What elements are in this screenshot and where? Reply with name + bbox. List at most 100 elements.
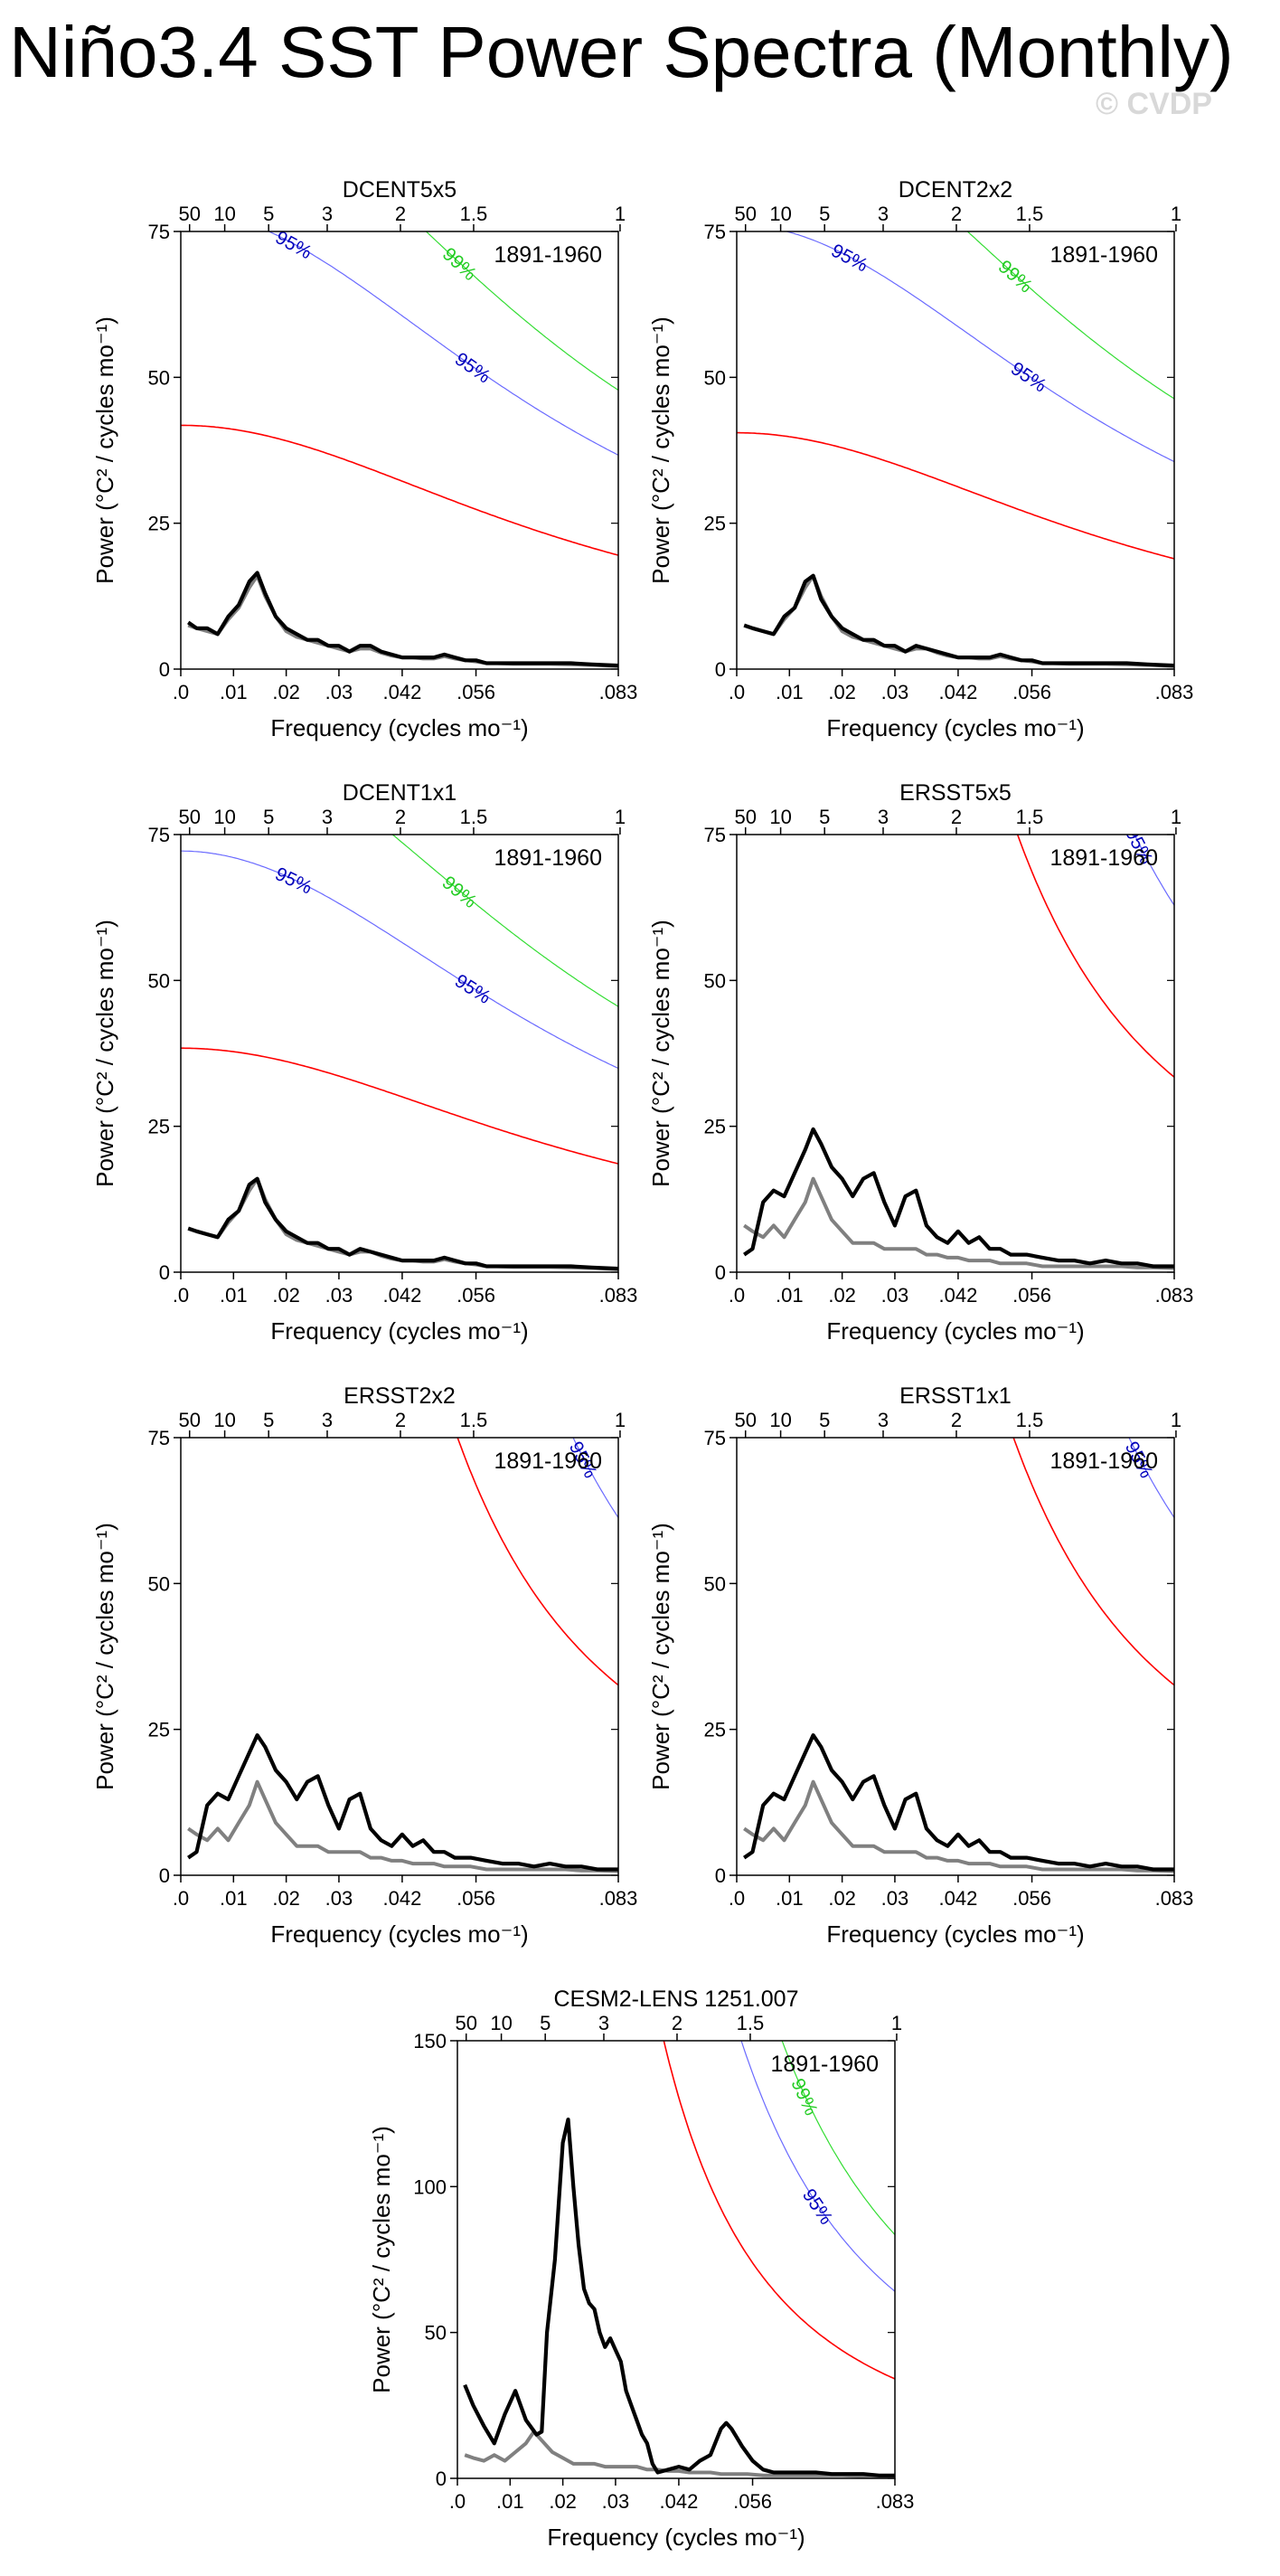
label-95-percent: 95% xyxy=(798,2185,837,2229)
top-tick-label: 50 xyxy=(455,2012,476,2034)
x-axis-label: Frequency (cycles mo⁻¹) xyxy=(270,1920,528,1948)
top-tick-label: 50 xyxy=(178,203,200,225)
label-95-percent: 95% xyxy=(272,227,315,263)
top-tick-label: 50 xyxy=(178,1409,200,1431)
top-tick-label: 1 xyxy=(891,2012,902,2034)
y-tick-label: 0 xyxy=(715,658,726,681)
label-99-percent: 99% xyxy=(1109,1278,1142,1320)
x-tick-label: .02 xyxy=(272,681,300,703)
y-tick-label: 0 xyxy=(715,1864,726,1887)
top-tick-label: 10 xyxy=(490,2012,512,2034)
top-tick-label: 2 xyxy=(395,806,406,828)
top-tick-label: 10 xyxy=(213,1409,235,1431)
y-tick-label: 100 xyxy=(413,2175,447,2198)
y-axis-label: Power (°C² / cycles mo⁻¹) xyxy=(647,316,674,584)
x-tick-label: .056 xyxy=(456,681,495,703)
top-tick-label: 50 xyxy=(734,203,756,225)
red-noise-line xyxy=(1016,835,1174,1078)
red-noise-line xyxy=(181,1047,618,1165)
y-tick-label: 150 xyxy=(413,2030,447,2052)
y-tick-label: 50 xyxy=(425,2322,447,2345)
label-99-percent: 99% xyxy=(994,256,1037,297)
x-tick-label: .02 xyxy=(828,681,856,703)
top-tick-label: 1 xyxy=(1171,203,1181,225)
top-tick-label: 2 xyxy=(395,203,406,225)
y-axis-label: Power (°C² / cycles mo⁻¹) xyxy=(91,920,118,1187)
top-tick-label: 1.5 xyxy=(460,806,488,828)
plot-area: 99% 95% 99% 95% xyxy=(181,227,618,668)
spectrum-line xyxy=(187,1732,618,1872)
label-95-percent: 95% xyxy=(1007,358,1050,397)
significance-99-line xyxy=(737,0,1174,794)
x-tick-label: .01 xyxy=(776,1284,804,1307)
x-axis-label: Frequency (cycles mo⁻¹) xyxy=(547,2524,805,2551)
y-tick-label: 50 xyxy=(704,366,726,389)
x-tick-label: .0 xyxy=(173,1284,189,1307)
plot-frame xyxy=(180,834,619,1273)
label-99-percent: 99% xyxy=(553,1278,586,1320)
x-tick-label: .056 xyxy=(1012,681,1051,703)
x-tick-label: .083 xyxy=(1155,1284,1194,1307)
period-label: 1891-1960 xyxy=(494,1448,602,1474)
top-tick-label: 1.5 xyxy=(1016,203,1044,225)
plot-frame xyxy=(180,231,619,670)
plot-frame xyxy=(736,1437,1175,1876)
period-label: 1891-1960 xyxy=(1049,242,1158,268)
top-tick-label: 3 xyxy=(878,806,889,828)
label-99-percent: 99% xyxy=(438,244,480,285)
x-tick-label: .03 xyxy=(881,1887,909,1910)
x-tick-label: .0 xyxy=(729,1887,745,1910)
x-tick-label: .01 xyxy=(220,1887,248,1910)
x-tick-label: .02 xyxy=(272,1887,300,1910)
x-tick-label: .042 xyxy=(383,1284,422,1307)
plot-area: 99%95%99%95%99%95%99%95% xyxy=(743,1278,1174,1873)
x-axis-label: Frequency (cycles mo⁻¹) xyxy=(270,714,528,741)
x-tick-label: .042 xyxy=(939,681,978,703)
panel-5: 99%95%99%95%99%95%99%95%0255075.0.01.02.… xyxy=(91,344,637,1948)
top-tick-label: 50 xyxy=(178,806,200,828)
panel-title: DCENT5x5 xyxy=(343,177,456,203)
label-95-percent: 95% xyxy=(828,241,871,277)
y-tick-label: 25 xyxy=(704,1116,726,1138)
x-tick-label: .03 xyxy=(881,681,909,703)
top-tick-label: 3 xyxy=(878,203,889,225)
x-tick-label: .0 xyxy=(729,681,745,703)
reference-spectrum-line xyxy=(464,2430,895,2478)
y-tick-label: 25 xyxy=(704,1719,726,1741)
x-tick-label: .083 xyxy=(876,2490,915,2513)
x-axis-label: Frequency (cycles mo⁻¹) xyxy=(826,1317,1084,1345)
x-tick-label: .083 xyxy=(599,1284,638,1307)
period-label: 1891-1960 xyxy=(1049,1448,1158,1474)
x-tick-label: .0 xyxy=(449,2490,466,2513)
top-tick-label: 2 xyxy=(951,806,962,828)
top-tick-label: 50 xyxy=(734,1409,756,1431)
top-tick-label: 1 xyxy=(615,203,626,225)
significance-95-line xyxy=(267,231,618,456)
y-axis-label: Power (°C² / cycles mo⁻¹) xyxy=(368,2126,395,2393)
top-tick-label: 1 xyxy=(615,806,626,828)
label-99-percent: 99% xyxy=(786,2075,822,2118)
top-tick-label: 3 xyxy=(322,203,333,225)
top-tick-label: 2 xyxy=(951,1409,962,1431)
top-tick-label: 5 xyxy=(819,806,830,828)
y-axis-label: Power (°C² / cycles mo⁻¹) xyxy=(647,920,674,1187)
x-tick-label: .02 xyxy=(828,1284,856,1307)
x-tick-label: .01 xyxy=(220,1284,248,1307)
label-99-percent: 99% xyxy=(634,1192,657,1231)
x-tick-label: .01 xyxy=(220,681,248,703)
panel-title: ERSST5x5 xyxy=(899,780,1012,806)
reference-spectrum-line xyxy=(187,1176,618,1271)
y-tick-label: 75 xyxy=(704,221,726,243)
top-tick-label: 10 xyxy=(769,806,791,828)
y-tick-label: 75 xyxy=(148,824,170,846)
plot-area: 99% 95% 99% 95% xyxy=(737,231,1174,668)
reference-spectrum-line xyxy=(187,573,618,668)
period-label: 1891-1960 xyxy=(770,2052,879,2077)
x-tick-label: .083 xyxy=(599,681,638,703)
y-axis-label: Power (°C² / cycles mo⁻¹) xyxy=(91,1523,118,1790)
label-99-percent: 99% xyxy=(394,344,419,383)
top-tick-label: 1 xyxy=(1171,1409,1181,1431)
x-tick-label: .01 xyxy=(776,1887,804,1910)
y-tick-label: 50 xyxy=(148,366,170,389)
y-tick-label: 25 xyxy=(148,513,170,535)
